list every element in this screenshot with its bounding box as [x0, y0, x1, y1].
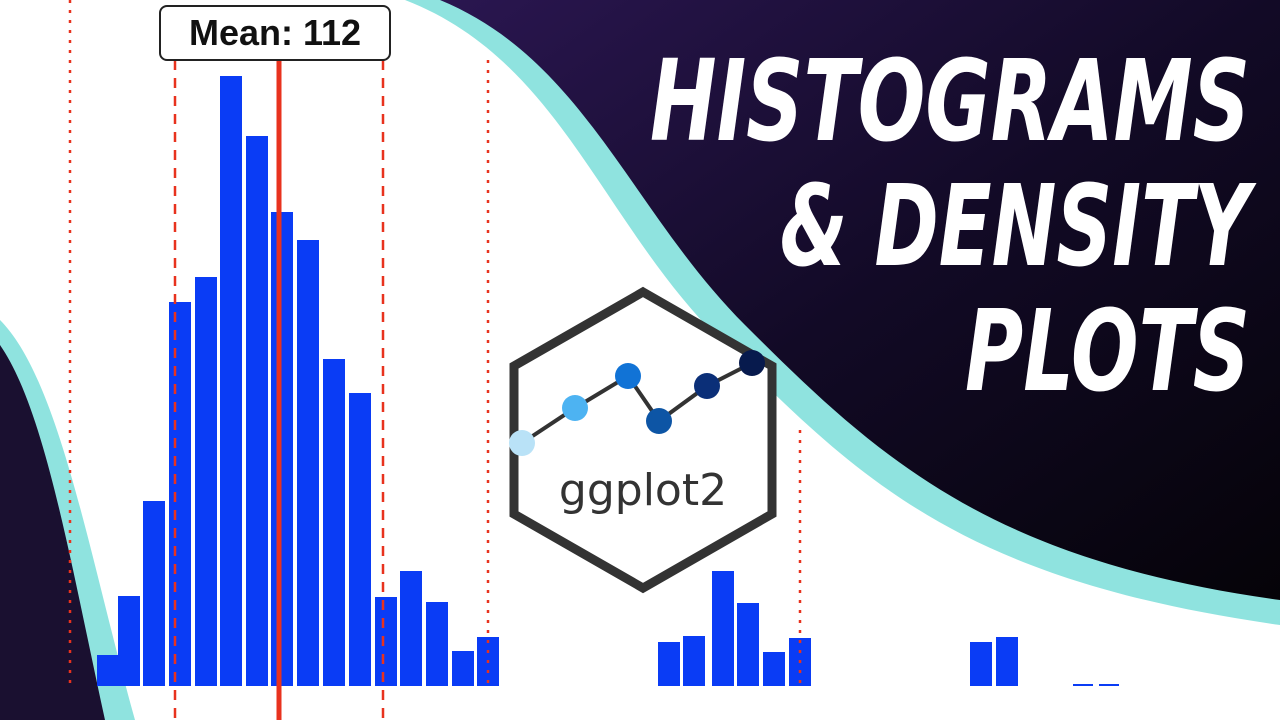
logo-point — [646, 408, 672, 434]
bar — [349, 393, 371, 686]
bar — [737, 603, 759, 686]
logo: ggplot2 — [509, 286, 777, 594]
annotation: Mean: 112 — [189, 12, 361, 53]
reference-lines — [68, 0, 802, 720]
bar — [246, 136, 268, 686]
title-line: HISTOGRAMS — [650, 37, 1250, 167]
bar — [400, 571, 422, 686]
bar — [970, 642, 992, 686]
bar — [996, 637, 1018, 686]
logo-point — [509, 430, 535, 456]
bar — [763, 652, 785, 686]
bar — [375, 597, 397, 686]
logo-point — [562, 395, 588, 421]
bar — [712, 571, 734, 686]
logo-hexagon — [509, 286, 777, 594]
bar — [323, 359, 345, 686]
bar — [143, 501, 165, 686]
logo-point — [739, 350, 765, 376]
bar — [97, 655, 119, 686]
bar — [271, 212, 293, 686]
bar — [195, 277, 217, 686]
annotation-box — [159, 5, 391, 61]
logo-point — [615, 363, 641, 389]
bar — [169, 302, 191, 686]
bar — [683, 636, 705, 686]
bar — [118, 596, 140, 686]
bar — [1073, 684, 1093, 686]
bar — [452, 651, 474, 686]
histogram — [97, 76, 1119, 686]
bar — [1099, 684, 1119, 686]
bar — [426, 602, 448, 686]
title-line: & DENSITY — [780, 162, 1257, 292]
bar — [220, 76, 242, 686]
logo-point — [694, 373, 720, 399]
dark-corner — [0, 345, 105, 720]
bar — [658, 642, 680, 686]
dark-panel — [440, 0, 1280, 600]
title-line: PLOTS — [965, 287, 1250, 417]
bar — [297, 240, 319, 686]
logo-text: ggplot2 — [559, 465, 727, 516]
